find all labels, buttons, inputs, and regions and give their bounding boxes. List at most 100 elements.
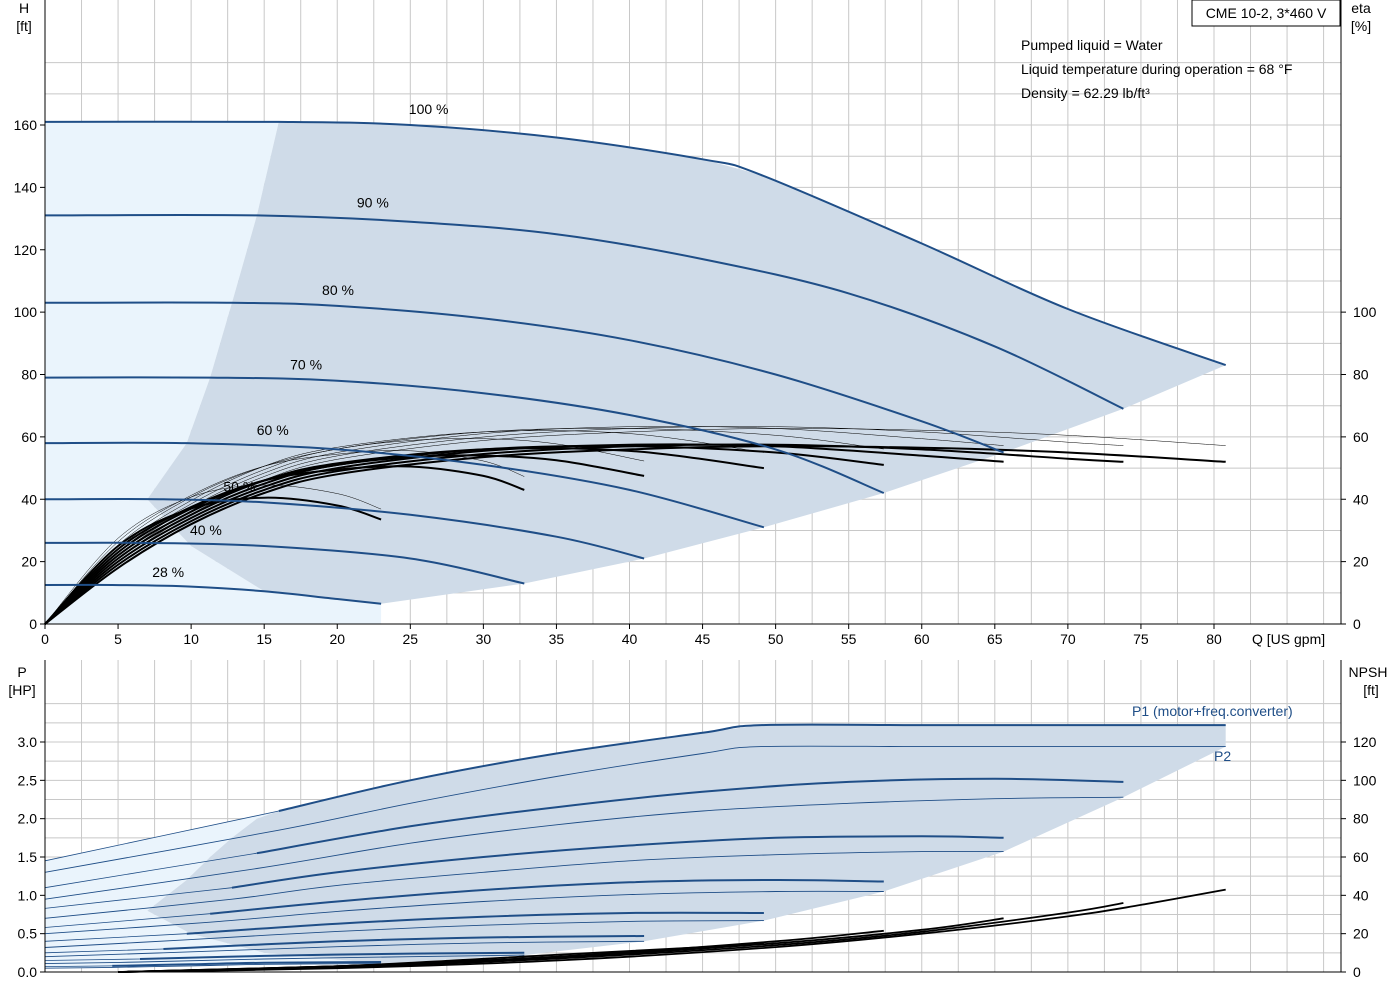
top-axes: 0 20 40 60 80 100 120 140 160 0 20 40 60 80 100 0 5 10 15 2… xyxy=(14,0,1377,647)
p2-curve xyxy=(44,796,1124,900)
q-tick-label: 50 xyxy=(768,631,784,647)
q-tick-label: 55 xyxy=(841,631,857,647)
q-tick-label: 35 xyxy=(549,631,565,647)
q-tick-label: 10 xyxy=(183,631,199,647)
h-tick-label: 140 xyxy=(14,179,38,195)
h-tick-label: 80 xyxy=(21,367,37,383)
head-curves: 100 % 90 % 80 % 70 % 60 % 50 % 40 % 28 % xyxy=(44,101,1227,605)
h-tick-label: 160 xyxy=(14,117,38,133)
npsh-axis-unit: [ft] xyxy=(1363,682,1379,698)
bottom-operating-envelope xyxy=(45,725,1226,969)
q-tick-label: 20 xyxy=(329,631,345,647)
p2-curve xyxy=(44,745,1226,873)
p1-curve xyxy=(186,911,764,935)
efficiency-curve-thin xyxy=(44,428,884,625)
q-tick-label: 15 xyxy=(256,631,272,647)
h-axis-title: H xyxy=(19,0,29,16)
p1-curve-extension xyxy=(44,913,211,928)
npsh-tick-label: 120 xyxy=(1353,734,1377,750)
p-tick-label: 1.0 xyxy=(18,887,38,903)
h-tick-label: 40 xyxy=(21,491,37,507)
p1-curve xyxy=(256,777,1124,855)
head-curve xyxy=(44,498,645,560)
q-tick-label: 30 xyxy=(476,631,492,647)
npsh-tick-label: 80 xyxy=(1353,811,1369,827)
eta-tick-label: 0 xyxy=(1353,616,1361,632)
efficiency-curve xyxy=(44,447,765,625)
p1-curve-extension xyxy=(44,958,141,961)
model-box xyxy=(1191,0,1341,27)
p-tick-label: 3.0 xyxy=(18,734,38,750)
h-tick-label: 0 xyxy=(29,616,37,632)
p2-curve xyxy=(44,920,764,948)
h-tick-label: 20 xyxy=(21,554,37,570)
head-curve-label: 90 % xyxy=(357,194,389,210)
p-tick-label: 2.5 xyxy=(18,772,38,788)
head-curve-label: 100 % xyxy=(409,101,449,117)
info-line-density: Density = 62.29 lb/ft³ xyxy=(1021,85,1150,101)
q-tick-label: 70 xyxy=(1060,631,1076,647)
npsh-curves xyxy=(118,888,1226,973)
info-line-temperature: Liquid temperature during operation = 68… xyxy=(1021,61,1292,77)
efficiency-curves xyxy=(44,426,1226,625)
p2-curve xyxy=(44,850,1004,919)
npsh-tick-label: 40 xyxy=(1353,887,1369,903)
head-curve-label: 80 % xyxy=(322,282,354,298)
efficiency-curve xyxy=(44,445,1226,625)
p-tick-label: 0.5 xyxy=(18,926,38,942)
p1-curve xyxy=(231,835,1004,889)
q-tick-label: 25 xyxy=(403,631,419,647)
efficiency-curve xyxy=(44,443,1004,625)
h-tick-label: 60 xyxy=(21,429,37,445)
p2-curve xyxy=(44,963,382,969)
p1-curve xyxy=(139,951,525,960)
head-curve xyxy=(44,120,1227,367)
npsh-tick-label: 0 xyxy=(1353,964,1361,980)
top-operating-envelope xyxy=(45,121,1226,624)
p2-series-label: P2 xyxy=(1214,748,1231,764)
p-tick-label: 1.5 xyxy=(18,849,38,865)
p2-curve xyxy=(44,954,525,965)
eta-tick-label: 100 xyxy=(1353,304,1377,320)
efficiency-curve xyxy=(44,454,645,625)
operating-envelope xyxy=(147,725,1226,964)
eta-axis-title: eta xyxy=(1351,0,1371,16)
p-tick-label: 0.0 xyxy=(18,964,38,980)
q-tick-label: 45 xyxy=(695,631,711,647)
q-axis-title: Q [US gpm] xyxy=(1252,631,1325,647)
p-axis-unit: [HP] xyxy=(8,682,35,698)
eta-tick-label: 40 xyxy=(1353,491,1369,507)
npsh-curve xyxy=(118,964,382,973)
efficiency-curve xyxy=(44,496,382,625)
p1-curve xyxy=(210,878,884,915)
h-tick-label: 120 xyxy=(14,242,38,258)
efficiency-curve xyxy=(44,443,1124,625)
h-tick-label: 100 xyxy=(14,304,38,320)
efficiency-curve-thin xyxy=(44,484,382,625)
operating-envelope xyxy=(147,121,1226,604)
head-curve xyxy=(44,541,525,585)
head-curve-label: 50 % xyxy=(223,478,255,494)
p-axis-title: P xyxy=(17,664,26,680)
p2-curves xyxy=(44,745,1226,969)
bottom-axes: 0.0 0.5 1.0 1.5 2.0 2.5 3.0 0 20 40 60 80 100 120 xyxy=(18,660,1377,980)
head-curve xyxy=(44,213,1124,410)
info-line-liquid: Pumped liquid = Water xyxy=(1021,37,1163,53)
npsh-tick-label: 20 xyxy=(1353,926,1369,942)
q-tick-label: 40 xyxy=(622,631,638,647)
eta-axis-unit: [%] xyxy=(1351,18,1371,34)
npsh-axis-title: NPSH xyxy=(1349,664,1388,680)
p1-curve-extension xyxy=(44,965,113,967)
p1-curve-extension xyxy=(44,933,187,942)
low-speed-region xyxy=(45,811,382,969)
head-curve-label: 28 % xyxy=(152,564,184,580)
npsh-curve xyxy=(118,888,1226,973)
npsh-tick-label: 60 xyxy=(1353,849,1369,865)
p1-curve-extension xyxy=(44,887,233,909)
p1-series-label: P1 (motor+freq.converter) xyxy=(1132,703,1293,719)
head-curve-label: 70 % xyxy=(290,357,322,373)
head-curve xyxy=(44,441,765,529)
p1-curve xyxy=(112,961,382,967)
p1-curves xyxy=(44,723,1226,967)
